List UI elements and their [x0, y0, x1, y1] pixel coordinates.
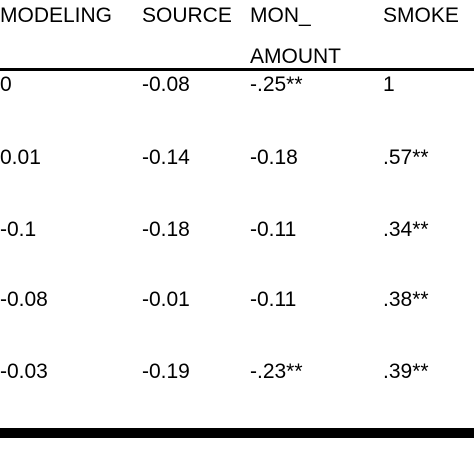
table-cell: 1: [383, 73, 395, 96]
table-cell: -0.11: [250, 218, 297, 241]
table-cell: -0.01: [142, 288, 190, 311]
table-cell: 0: [0, 73, 12, 96]
header-modeling: MODELING: [0, 4, 113, 27]
table-cell: -0.14: [142, 146, 190, 169]
header-divider: [0, 68, 474, 71]
header-source: SOURCE: [142, 4, 232, 27]
table-cell: 0.01: [0, 146, 41, 169]
header-mon-amount-line2: AMOUNT: [250, 45, 341, 68]
table-bottom-rule: [0, 428, 474, 438]
table-cell: -0.18: [142, 218, 190, 241]
table-cell: -0.1: [0, 218, 37, 241]
table-cell: -.23**: [250, 360, 303, 383]
table-cell: .39**: [383, 360, 429, 383]
header-mon-amount-line1: MON_: [250, 4, 311, 27]
table-cell: -0.08: [142, 73, 190, 96]
table-cell: -0.19: [142, 360, 190, 383]
table-cell: .38**: [383, 288, 429, 311]
header-smoke: SMOKE: [383, 4, 459, 27]
table-cell: .34**: [383, 218, 429, 241]
table-cell: -0.11: [250, 288, 297, 311]
table-cell: -0.08: [0, 288, 48, 311]
table-cell: -0.03: [0, 360, 48, 383]
table-cell: -0.18: [250, 146, 298, 169]
table-cell: -.25**: [250, 73, 303, 96]
table-cell: .57**: [383, 146, 429, 169]
